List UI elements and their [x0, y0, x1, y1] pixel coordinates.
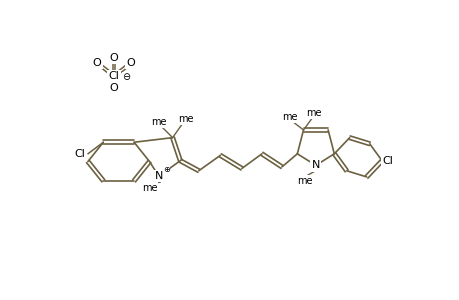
Text: O: O	[110, 83, 118, 93]
Text: ⊕: ⊕	[162, 166, 169, 175]
Text: O: O	[110, 52, 118, 63]
Text: ⊖: ⊖	[122, 72, 130, 82]
Text: Cl: Cl	[382, 156, 393, 166]
Text: Cl: Cl	[108, 71, 119, 81]
Text: me: me	[306, 108, 321, 118]
Text: O: O	[93, 58, 101, 68]
Text: me: me	[151, 117, 166, 127]
Text: me: me	[297, 176, 312, 186]
Text: me: me	[281, 112, 297, 122]
Text: me: me	[178, 114, 193, 124]
Text: N: N	[311, 160, 319, 170]
Text: N: N	[154, 171, 162, 181]
Text: O: O	[126, 58, 135, 68]
Text: Cl: Cl	[75, 149, 85, 159]
Text: me: me	[141, 184, 157, 194]
